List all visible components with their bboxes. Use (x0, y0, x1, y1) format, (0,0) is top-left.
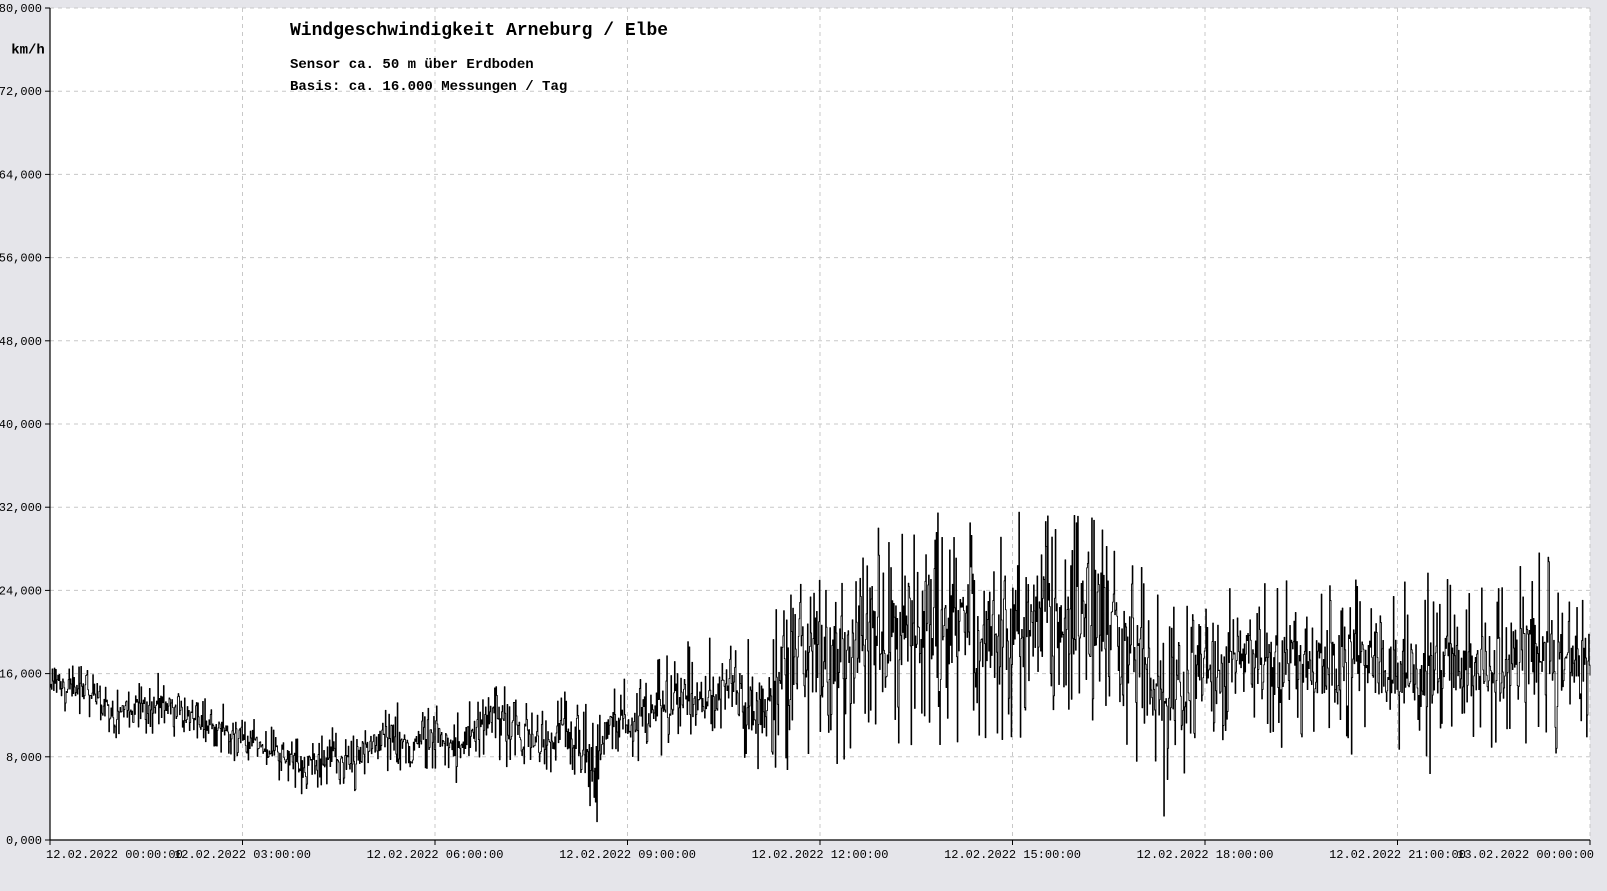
x-tick-label: 12.02.2022 06:00:00 (367, 848, 504, 862)
y-tick-label: 8,000 (6, 751, 42, 765)
chart-subtitle-2: Basis: ca. 16.000 Messungen / Tag (290, 79, 567, 95)
y-axis-label: km/h (11, 43, 45, 59)
x-tick-label: 12.02.2022 03:00:00 (174, 848, 311, 862)
y-tick-label: 72,000 (0, 85, 42, 99)
x-tick-label: 13.02.2022 00:00:00 (1457, 848, 1594, 862)
y-tick-label: 48,000 (0, 335, 42, 349)
chart-title: Windgeschwindigkeit Arneburg / Elbe (290, 21, 668, 41)
y-tick-label: 16,000 (0, 668, 42, 682)
chart-svg: 0,000 8,000 16,000 24,000 32,000 40,000 48,000… (0, 0, 1607, 891)
x-tick-label: 12.02.2022 15:00:00 (944, 848, 1081, 862)
y-tick-label: 0,000 (6, 834, 42, 848)
y-tick-label: 64,000 (0, 168, 42, 182)
y-tick-label: 40,000 (0, 418, 42, 432)
x-tick-label: 12.02.2022 00:00:00 (46, 848, 183, 862)
y-tick-label: 32,000 (0, 501, 42, 515)
y-tick-label: 56,000 (0, 252, 42, 266)
chart-subtitle-1: Sensor ca. 50 m über Erdboden (290, 57, 534, 73)
y-tick-label: 24,000 (0, 584, 42, 598)
wind-speed-chart: 0,000 8,000 16,000 24,000 32,000 40,000 48,000… (0, 0, 1607, 891)
x-tick-label: 12.02.2022 09:00:00 (559, 848, 696, 862)
x-tick-label: 12.02.2022 21:00:00 (1329, 848, 1466, 862)
x-tick-label: 12.02.2022 18:00:00 (1137, 848, 1274, 862)
x-tick-label: 12.02.2022 12:00:00 (752, 848, 889, 862)
y-tick-label: 80,000 (0, 2, 42, 16)
